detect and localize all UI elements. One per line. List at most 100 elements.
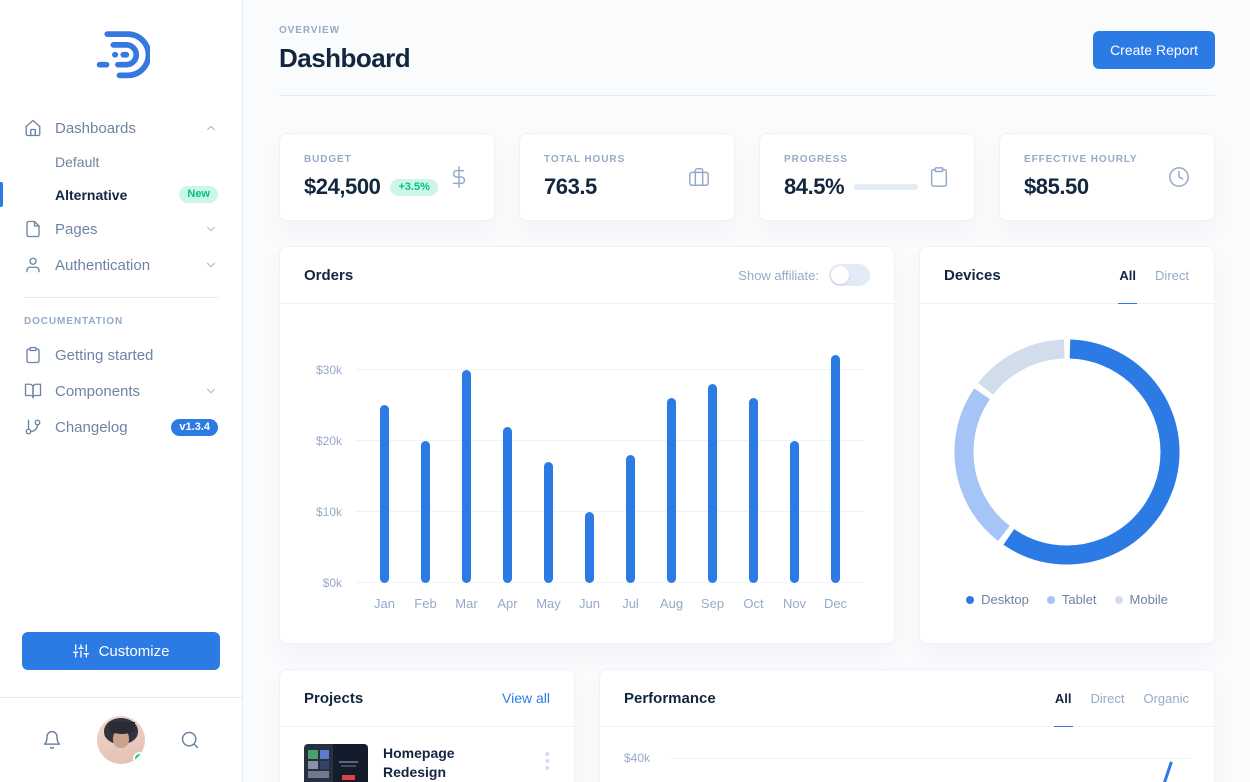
gridline (356, 368, 864, 370)
projects-card-title: Projects (304, 689, 364, 707)
create-report-button[interactable]: Create Report (1093, 30, 1215, 69)
charts-row: Orders Show affiliate: $0k $10k $20k $30k J… (279, 246, 1215, 644)
stat-label: Budget (304, 154, 352, 165)
book-open-icon (24, 382, 42, 400)
effective-hourly-value: $85.50 (1024, 174, 1089, 199)
new-badge: New (179, 186, 218, 203)
x-axis-tick: Aug (659, 596, 684, 611)
y-axis-tick: $30k (315, 362, 342, 377)
legend-label: Tablet (1061, 592, 1097, 607)
devices-legend: Desktop Tablet Mobile (966, 592, 1168, 607)
bar-dec (815, 355, 856, 583)
performance-tab-all[interactable]: All (1053, 670, 1073, 727)
briefcase-icon (688, 166, 710, 188)
donut-segment-desktop (954, 339, 1180, 565)
view-all-link[interactable]: View all (502, 690, 550, 706)
gridline (356, 439, 864, 441)
legend-label: Mobile (1129, 592, 1168, 607)
sidebar-footer (0, 697, 242, 782)
projects-card: Projects View all Homepage Redesign • • • (279, 669, 575, 782)
devices-tabs: All Direct (1118, 247, 1190, 304)
y-axis-tick: $10k (315, 504, 342, 519)
project-name: Homepage Redesign (383, 745, 455, 780)
x-axis-tick: Nov (782, 596, 807, 611)
bell-icon[interactable] (42, 730, 62, 750)
orders-x-labels: Jan Feb Mar Apr May Jun Jul Aug Sep Oct Nov Dec (356, 596, 864, 611)
devices-tab-direct[interactable]: Direct (1155, 267, 1189, 283)
toggle-knob (831, 266, 849, 284)
y-axis-tick: $20k (315, 433, 342, 448)
customize-label: Customize (98, 642, 170, 660)
gridline (670, 758, 1190, 759)
sidebar-item-label: Getting started (55, 346, 154, 364)
performance-card-title: Performance (624, 689, 716, 707)
project-thumbnail (304, 744, 368, 782)
bar-jul (610, 454, 651, 583)
devices-card: Devices All Direct Desktop Tablet (919, 246, 1215, 644)
sidebar-divider (24, 297, 218, 298)
performance-tab-organic[interactable]: Organic (1143, 690, 1189, 706)
affiliate-toggle-label: Show affiliate: (738, 267, 819, 283)
sidebar-item-changelog[interactable]: Changelog v1.3.4 (24, 409, 218, 445)
chevron-down-icon (204, 222, 218, 236)
bar (626, 454, 635, 583)
legend-dot (1114, 595, 1123, 604)
git-branch-icon (24, 418, 42, 436)
stat-label: Total hours (544, 154, 626, 165)
bar (790, 440, 799, 583)
orders-card: Orders Show affiliate: $0k $10k $20k $30k J… (279, 246, 895, 644)
bar (462, 369, 471, 583)
affiliate-toggle[interactable] (829, 264, 870, 286)
sidebar: Dashboards Default Alternative New Pages (0, 0, 243, 782)
sidebar-item-label: Components (55, 382, 141, 400)
clock-icon (1168, 166, 1190, 188)
x-axis-tick: Sep (700, 596, 725, 611)
orders-card-title: Orders (304, 266, 354, 284)
sidebar-item-authentication[interactable]: Authentication (24, 247, 218, 283)
sidebar-item-components[interactable]: Components (24, 373, 218, 409)
performance-card: Performance All Direct Organic $40k (599, 669, 1215, 782)
x-axis-tick: Mar (455, 596, 478, 611)
bar (421, 440, 430, 583)
sidebar-item-getting-started[interactable]: Getting started (24, 337, 218, 373)
bar-mar (446, 369, 487, 583)
dashkit-logo-icon (96, 31, 150, 79)
budget-value: $24,500 (304, 174, 381, 199)
budget-delta-badge: +3.5% (390, 178, 438, 196)
bar (667, 398, 676, 583)
sidebar-item-label: Dashboards (55, 119, 136, 137)
sliders-icon (72, 644, 89, 658)
bar (503, 426, 512, 583)
sidebar-item-dashboards[interactable]: Dashboards (24, 110, 218, 146)
customize-button[interactable]: Customize (22, 632, 220, 670)
legend-item-desktop: Desktop (966, 592, 1029, 607)
x-axis-tick: Oct (743, 596, 764, 611)
more-vertical-icon[interactable]: • • • (544, 746, 550, 777)
sidebar-subitem-default[interactable]: Default (24, 146, 218, 178)
legend-item-tablet: Tablet (1046, 592, 1097, 607)
avatar[interactable] (97, 716, 145, 764)
app-logo[interactable] (0, 0, 242, 110)
project-list-item[interactable]: Homepage Redesign • • • (280, 727, 574, 782)
gridline (356, 510, 864, 512)
file-icon (24, 220, 42, 238)
x-axis-tick: Feb (414, 596, 437, 611)
x-axis-tick: May (536, 596, 561, 611)
x-axis-tick: Dec (823, 596, 848, 611)
sidebar-subitem-alternative[interactable]: Alternative New (0, 178, 218, 211)
legend-label: Desktop (981, 592, 1029, 607)
search-icon[interactable] (180, 730, 200, 750)
page-pretitle: Overview (279, 25, 340, 36)
bar-nov (774, 440, 815, 583)
total-hours-value: 763.5 (544, 174, 597, 199)
home-icon (24, 119, 42, 137)
total-hours-card: Total hours 763.5 (519, 133, 735, 221)
performance-line-segment (1163, 761, 1173, 782)
x-axis-tick: Jun (579, 596, 600, 611)
sidebar-item-label: Changelog (55, 418, 128, 436)
devices-tab-all[interactable]: All (1118, 247, 1138, 304)
performance-tab-direct[interactable]: Direct (1090, 690, 1125, 706)
sidebar-item-pages[interactable]: Pages (24, 211, 218, 247)
sidebar-item-label: Pages (55, 220, 98, 238)
bar-may (528, 462, 569, 583)
